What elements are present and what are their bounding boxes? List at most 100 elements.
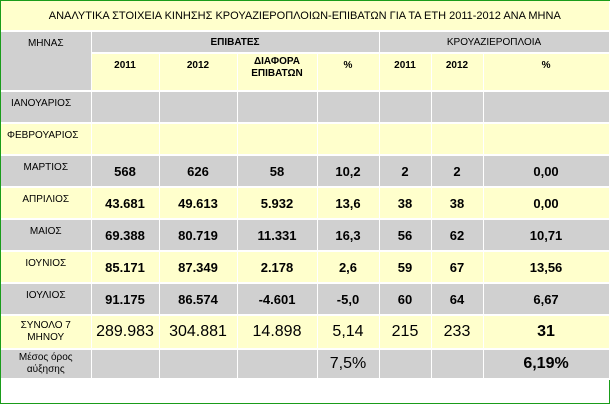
cell-passengers-percent: 16,3 bbox=[317, 219, 380, 252]
cell-passengers-2011 bbox=[91, 123, 160, 156]
average-empty-cell bbox=[91, 349, 160, 380]
row-month-label: ΜΑΙΟΣ bbox=[1, 219, 92, 252]
row-month-label: ΙΟΥΛΙΟΣ bbox=[1, 283, 92, 316]
cell-passengers-2011: 568 bbox=[91, 155, 160, 188]
cell-passengers-2011: 69.388 bbox=[91, 219, 160, 252]
average-label-line1: Μέσος όρος bbox=[18, 352, 73, 363]
cell-passengers-percent bbox=[317, 123, 380, 156]
cell-passenger-difference: 5.932 bbox=[237, 187, 318, 220]
cell-ships-percent bbox=[483, 91, 610, 124]
cell-ships-2012: 67 bbox=[431, 251, 484, 284]
total-ships-2011: 215 bbox=[379, 315, 432, 350]
total-passenger-difference: 14.898 bbox=[237, 315, 318, 350]
cell-ships-2012: 64 bbox=[431, 283, 484, 316]
cell-ships-2012 bbox=[431, 91, 484, 124]
cell-ships-percent bbox=[483, 123, 610, 156]
cell-ships-2011 bbox=[379, 91, 432, 124]
total-label-line2: ΜΗΝΟΥ bbox=[27, 332, 65, 343]
cell-passengers-2012 bbox=[159, 91, 238, 124]
subheader-ships-percent: % bbox=[483, 53, 610, 92]
cell-passengers-2012: 626 bbox=[159, 155, 238, 188]
cell-passengers-percent: -5,0 bbox=[317, 283, 380, 316]
cell-ships-percent: 13,56 bbox=[483, 251, 610, 284]
header-passengers: ΕΠΙΒΑΤΕΣ bbox=[91, 31, 380, 54]
subheader-ships-2011: 2011 bbox=[379, 53, 432, 92]
cell-passengers-2012: 86.574 bbox=[159, 283, 238, 316]
cell-passengers-percent: 13,6 bbox=[317, 187, 380, 220]
subheader-passenger-difference: ΔΙΑΦΟΡΑ ΕΠΙΒΑΤΩΝ bbox=[237, 53, 318, 92]
cell-ships-percent: 0,00 bbox=[483, 155, 610, 188]
subheader-passengers-2011: 2011 bbox=[91, 53, 160, 92]
row-month-label: ΜΑΡΤΙΟΣ bbox=[1, 155, 92, 188]
row-month-label: ΙΟΥΝΙΟΣ bbox=[1, 251, 92, 284]
cell-ships-2012: 2 bbox=[431, 155, 484, 188]
cell-ships-percent: 6,67 bbox=[483, 283, 610, 316]
cell-ships-percent: 0,00 bbox=[483, 187, 610, 220]
table-row: ΙΑΝΟΥΑΡΙΟΣ bbox=[1, 91, 610, 124]
cell-ships-2011: 38 bbox=[379, 187, 432, 220]
cell-ships-2012: 62 bbox=[431, 219, 484, 252]
cell-ships-2011 bbox=[379, 123, 432, 156]
total-row: ΣΥΝΟΛΟ 7 ΜΗΝΟΥ 289.983 304.881 14.898 5,… bbox=[1, 315, 610, 350]
total-ships-percent: 31 bbox=[483, 315, 610, 350]
cruise-statistics-table: ΑΝΑΛΥΤΙΚΑ ΣΤΟΙΧΕΙΑ ΚΙΝΗΣΗΣ ΚΡΟΥΑΖΙΕΡΟΠΛΟ… bbox=[1, 1, 610, 380]
table-row: ΜΑΙΟΣ 69.388 80.719 11.331 16,3 56 62 10… bbox=[1, 219, 610, 252]
table-row: ΙΟΥΝΙΟΣ 85.171 87.349 2.178 2,6 59 67 13… bbox=[1, 251, 610, 284]
subheader-diff-line2: ΕΠΙΒΑΤΩΝ bbox=[251, 68, 303, 79]
cell-passengers-2011: 91.175 bbox=[91, 283, 160, 316]
total-passengers-2012: 304.881 bbox=[159, 315, 238, 350]
cell-ships-2012 bbox=[431, 123, 484, 156]
cell-passenger-difference: -4.601 bbox=[237, 283, 318, 316]
average-label-line2: αύξησης bbox=[26, 364, 65, 375]
average-label: Μέσος όρος αύξησης bbox=[1, 349, 92, 380]
total-passengers-percent: 5,14 bbox=[317, 315, 380, 350]
cell-passenger-difference: 11.331 bbox=[237, 219, 318, 252]
cell-passenger-difference bbox=[237, 91, 318, 124]
average-row: Μέσος όρος αύξησης 7,5% 6,19% bbox=[1, 349, 610, 380]
cell-passengers-2012: 80.719 bbox=[159, 219, 238, 252]
cell-passengers-2012 bbox=[159, 123, 238, 156]
cell-passengers-2011: 85.171 bbox=[91, 251, 160, 284]
cell-ships-2011: 59 bbox=[379, 251, 432, 284]
average-empty-cell bbox=[159, 349, 238, 380]
cell-passengers-percent: 10,2 bbox=[317, 155, 380, 188]
cell-passengers-percent: 2,6 bbox=[317, 251, 380, 284]
cell-passengers-2011 bbox=[91, 91, 160, 124]
table-row: ΙΟΥΛΙΟΣ 91.175 86.574 -4.601 -5,0 60 64 … bbox=[1, 283, 610, 316]
average-passengers-percent: 7,5% bbox=[317, 349, 380, 380]
cell-ships-percent: 10,71 bbox=[483, 219, 610, 252]
cell-passengers-2011: 43.681 bbox=[91, 187, 160, 220]
subheader-passengers-2012: 2012 bbox=[159, 53, 238, 92]
table-title: ΑΝΑΛΥΤΙΚΑ ΣΤΟΙΧΕΙΑ ΚΙΝΗΣΗΣ ΚΡΟΥΑΖΙΕΡΟΠΛΟ… bbox=[1, 1, 610, 32]
subheader-ships-2012: 2012 bbox=[431, 53, 484, 92]
average-empty-cell bbox=[237, 349, 318, 380]
cell-passengers-percent bbox=[317, 91, 380, 124]
cell-ships-2011: 2 bbox=[379, 155, 432, 188]
table-row: ΑΠΡΙΛΙΟΣ 43.681 49.613 5.932 13,6 38 38 … bbox=[1, 187, 610, 220]
header-cruise-ships: ΚΡΟΥΑΖΙΕΡΟΠΛΟΙΑ bbox=[379, 31, 610, 54]
row-month-label: ΙΑΝΟΥΑΡΙΟΣ bbox=[1, 91, 92, 124]
average-ships-percent: 6,19% bbox=[483, 349, 610, 380]
cell-ships-2011: 56 bbox=[379, 219, 432, 252]
cell-ships-2011: 60 bbox=[379, 283, 432, 316]
row-month-label: ΦΕΒΡΟΥΑΡΙΟΣ bbox=[1, 123, 92, 156]
row-month-label: ΑΠΡΙΛΙΟΣ bbox=[1, 187, 92, 220]
cell-passengers-2012: 87.349 bbox=[159, 251, 238, 284]
subheader-passengers-percent: % bbox=[317, 53, 380, 92]
total-ships-2012: 233 bbox=[431, 315, 484, 350]
cell-ships-2012: 38 bbox=[431, 187, 484, 220]
cell-passenger-difference: 58 bbox=[237, 155, 318, 188]
total-label: ΣΥΝΟΛΟ 7 ΜΗΝΟΥ bbox=[1, 315, 92, 350]
total-label-line1: ΣΥΝΟΛΟ 7 bbox=[20, 320, 71, 331]
cell-passengers-2012: 49.613 bbox=[159, 187, 238, 220]
cell-passenger-difference: 2.178 bbox=[237, 251, 318, 284]
table-row: ΦΕΒΡΟΥΑΡΙΟΣ bbox=[1, 123, 610, 156]
average-empty-cell bbox=[431, 349, 484, 380]
subheader-diff-line1: ΔΙΑΦΟΡΑ bbox=[253, 56, 301, 67]
table-row: ΜΑΡΤΙΟΣ 568 626 58 10,2 2 2 0,00 bbox=[1, 155, 610, 188]
total-passengers-2011: 289.983 bbox=[91, 315, 160, 350]
header-month: ΜΗΝΑΣ bbox=[1, 31, 92, 92]
average-empty-cell bbox=[379, 349, 432, 380]
cell-passenger-difference bbox=[237, 123, 318, 156]
